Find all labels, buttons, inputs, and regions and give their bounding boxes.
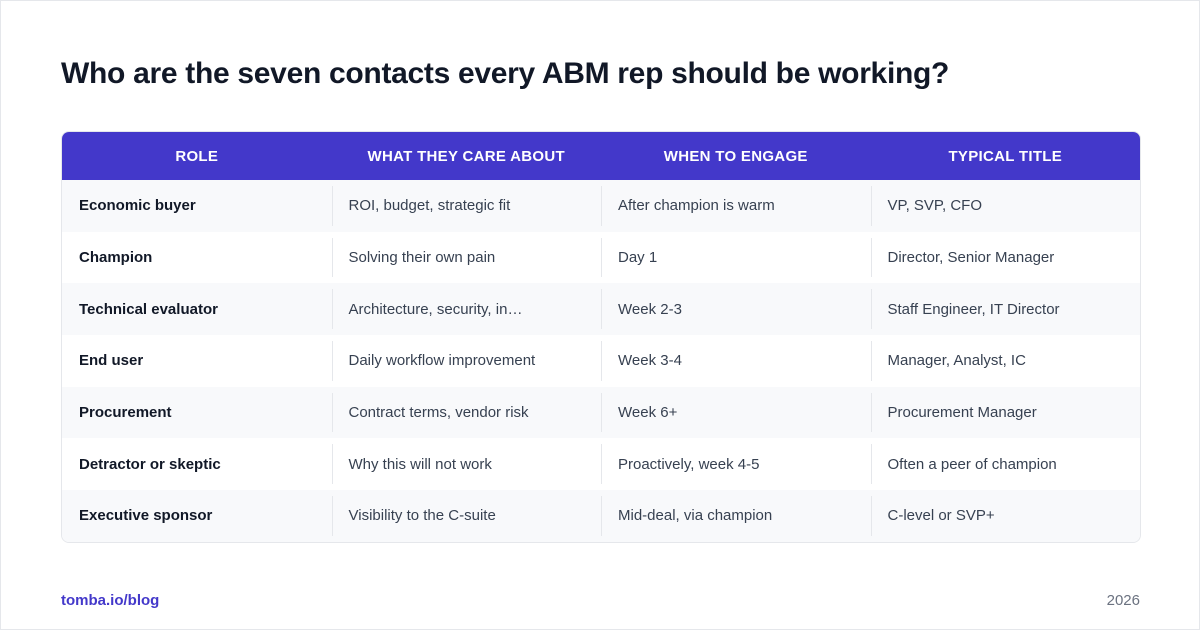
- table-row: Executive sponsor Visibility to the C-sui…: [62, 490, 1140, 542]
- table-row: Technical evaluator Architecture, securit…: [62, 283, 1141, 336]
- table-cell: Detractor or skeptic: [79, 455, 221, 473]
- table-cell: Technical evaluator: [79, 300, 218, 318]
- table-cell: Daily workflow improvement: [331, 335, 602, 387]
- table-cell: Architecture, security, in…: [331, 283, 602, 335]
- table-cell: End user: [79, 352, 144, 370]
- table-cell: Procurement: [79, 404, 172, 422]
- table-cell: Executive sponsor: [79, 507, 213, 525]
- table-cell: Procurement Manager: [870, 387, 1141, 439]
- table-row: Detractor or skeptic Why this will not wo…: [62, 438, 1140, 490]
- table-cell: Week 2-3: [601, 283, 871, 335]
- table-cell: ROI, budget, strategic fit: [331, 180, 602, 232]
- table-cell: Solving their own pain: [331, 232, 602, 284]
- column-header: WHAT THEY CARE ABOUT: [367, 147, 565, 165]
- table-cell: After champion is warm: [601, 180, 871, 232]
- table-row: Procurement Contract terms, vendor risk We…: [62, 386, 1141, 439]
- source-link[interactable]: tomba.io/blog: [61, 592, 160, 609]
- column-header: WHEN TO ENGAGE: [663, 147, 808, 165]
- table-cell: Champion: [79, 249, 153, 267]
- table-cell: Day 1: [601, 232, 871, 284]
- table: ROLE WHAT THEY CARE ABOUT WHEN TO ENGAGE TY…: [61, 131, 1141, 543]
- table-cell: Director, Senior Manager: [870, 232, 1141, 284]
- table-row: Champion Solving their own pain Day 1 Direc…: [62, 232, 1140, 284]
- table-cell: VP, SVP, CFO: [870, 180, 1141, 232]
- table-cell: Visibility to the C-suite: [331, 490, 602, 542]
- column-header: ROLE: [175, 147, 219, 165]
- table-cell: Economic buyer: [79, 197, 196, 215]
- table-cell: Mid-deal, via champion: [601, 490, 871, 542]
- table-body: Economic buyer ROI, budget, strategic fit…: [62, 180, 1140, 542]
- table-cell: Week 3-4: [601, 335, 871, 387]
- table-row: Economic buyer ROI, budget, strategic fit…: [62, 180, 1140, 232]
- table-header: ROLE WHAT THEY CARE ABOUT WHEN TO ENGAGE TY…: [62, 132, 1140, 180]
- title: Who are the seven contacts every ABM rep…: [61, 57, 950, 90]
- table-cell: Staff Engineer, IT Director: [870, 283, 1141, 335]
- column-header: TYPICAL TITLE: [948, 147, 1063, 165]
- table-cell: Manager, Analyst, IC: [870, 335, 1141, 387]
- table-cell: Contract terms, vendor risk: [331, 387, 602, 439]
- table-cell: C-level or SVP+: [870, 490, 1141, 542]
- table-cell: Proactively, week 4-5: [601, 438, 871, 490]
- year: 2026: [1106, 592, 1140, 609]
- table-cell: Week 6+: [601, 387, 871, 439]
- table-cell: Often a peer of champion: [870, 438, 1141, 490]
- table-cell: Why this will not work: [331, 438, 602, 490]
- table-row: End user Daily workflow improvement Week 3…: [62, 335, 1140, 387]
